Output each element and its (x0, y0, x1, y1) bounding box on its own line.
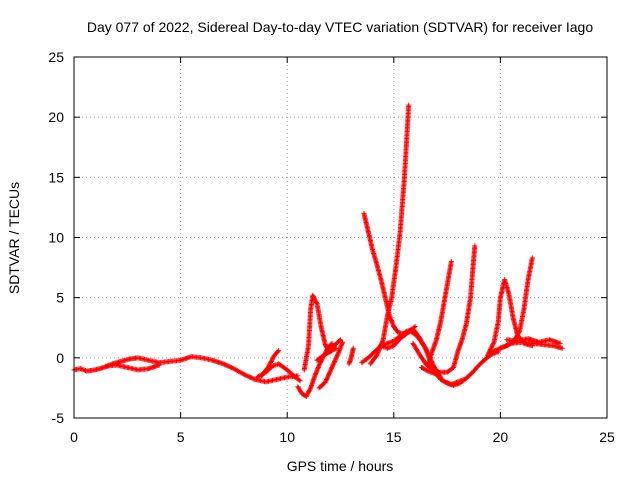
data-point (328, 341, 334, 347)
chart-title: Day 077 of 2022, Sidereal Day-to-day VTE… (87, 19, 594, 35)
series-arc-15-spike (367, 102, 412, 367)
y-tick-label: 0 (56, 350, 64, 366)
series-arc-17-valley (419, 243, 478, 376)
data-point (350, 345, 356, 351)
series-arc-tail-2 (504, 336, 563, 346)
y-tick-label: -5 (52, 410, 65, 426)
data-point (472, 243, 478, 249)
x-axis-title: GPS time / hours (287, 458, 394, 474)
x-tick-label: 15 (386, 429, 402, 445)
series-arc-12-low (316, 339, 346, 391)
data-point (411, 324, 417, 330)
data-series (71, 102, 565, 399)
y-tick-label: 25 (48, 49, 64, 65)
series-arc-low-band (103, 362, 162, 373)
x-tick-label: 0 (70, 429, 78, 445)
y-tick-label: 10 (48, 230, 64, 246)
x-tick-label: 20 (493, 429, 509, 445)
y-tick-label: 15 (48, 169, 64, 185)
axis-ticks: 0 5 10 15 20 25 -5 0 5 10 15 20 25 (48, 49, 615, 445)
data-point (336, 338, 342, 344)
data-point (443, 380, 449, 386)
series-arc-13 (346, 345, 356, 367)
data-point (529, 255, 535, 261)
y-axis-title: SDTVAR / TECUs (6, 182, 22, 294)
data-point (275, 349, 281, 355)
data-point (329, 340, 335, 346)
data-point (296, 377, 302, 383)
data-point (559, 345, 565, 351)
x-tick-label: 25 (599, 429, 615, 445)
data-point (297, 378, 303, 384)
series-arc-9-rise (259, 348, 282, 379)
data-point (448, 259, 454, 265)
y-tick-label: 20 (48, 109, 64, 125)
x-tick-label: 5 (177, 429, 185, 445)
series-arc-14-low (378, 324, 418, 351)
data-point (156, 362, 162, 368)
series-arc-baseline (71, 354, 301, 385)
grid-lines (74, 57, 607, 418)
data-point (340, 339, 346, 345)
data-point (424, 367, 430, 373)
series-arc-11-peak (301, 292, 339, 373)
data-point (412, 324, 418, 330)
data-point (557, 340, 563, 346)
series-arc-17-rise (425, 259, 454, 368)
data-point (406, 102, 412, 108)
x-tick-label: 10 (279, 429, 295, 445)
data-point (276, 348, 282, 354)
y-tick-label: 5 (56, 290, 64, 306)
